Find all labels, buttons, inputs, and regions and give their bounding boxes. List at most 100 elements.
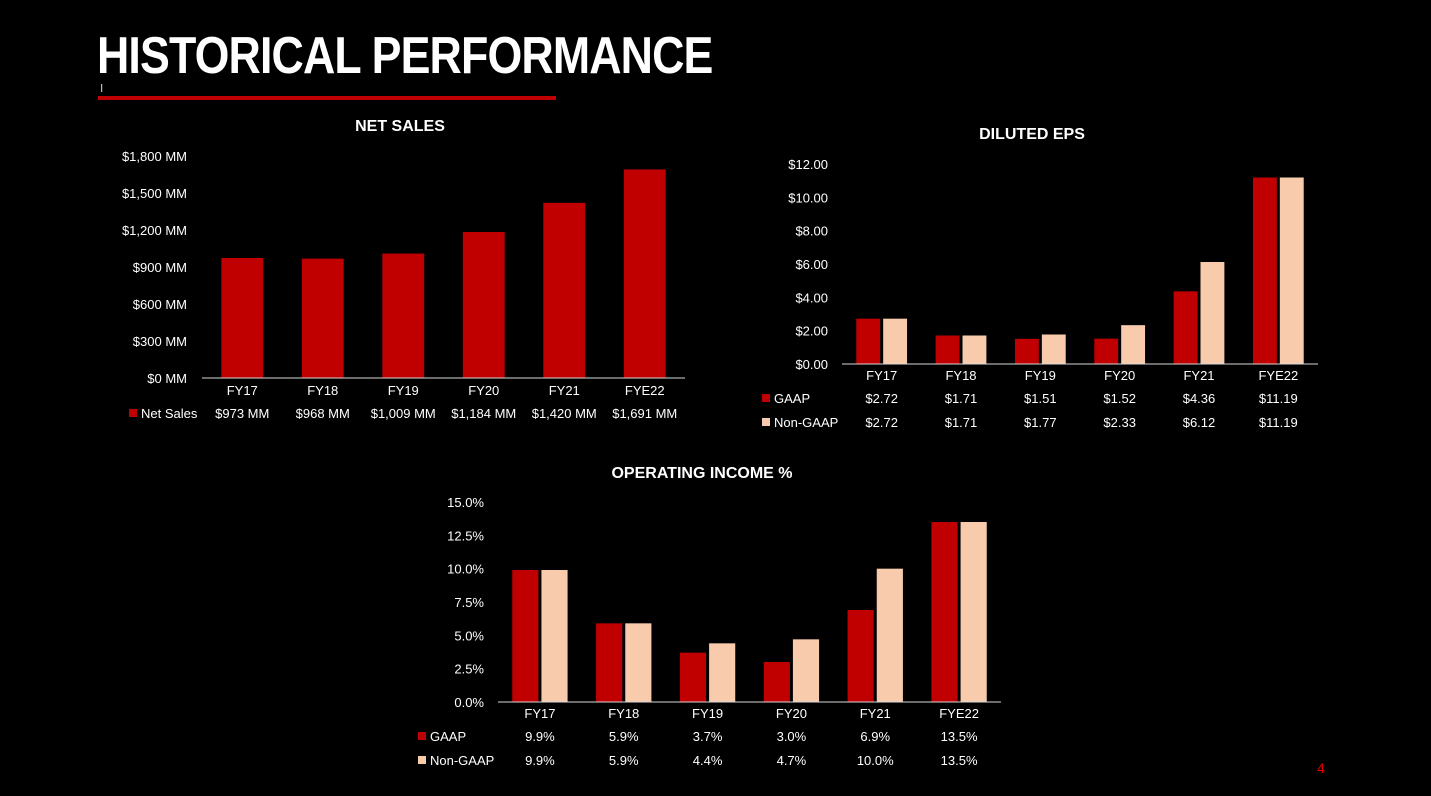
y-tick-label: $300 MM: [133, 334, 187, 349]
x-tick-label: FYE22: [1258, 368, 1298, 383]
y-tick-label: $8.00: [795, 224, 828, 239]
bar-net-sales: [462, 231, 505, 378]
data-label: 3.0%: [777, 729, 807, 744]
legend-swatch: [762, 418, 770, 426]
x-tick-label: FY18: [945, 368, 976, 383]
chart-title: DILUTED EPS: [979, 126, 1085, 143]
bar-gaap: [679, 652, 707, 702]
y-tick-label: $2.00: [795, 324, 828, 339]
y-tick-label: $4.00: [795, 290, 828, 305]
x-tick-label: FY19: [388, 383, 419, 398]
y-tick-label: $1,200 MM: [122, 223, 187, 238]
legend-label: GAAP: [774, 391, 810, 406]
x-tick-label: FY21: [1183, 368, 1214, 383]
x-tick-label: FY19: [692, 706, 723, 721]
data-label: $1.77: [1024, 415, 1057, 430]
y-tick-label: 10.0%: [447, 562, 484, 577]
bar-gaap: [512, 570, 539, 702]
data-label: $1.51: [1024, 391, 1057, 406]
bar-non-gaap: [625, 623, 652, 702]
legend-swatch: [129, 409, 137, 417]
bar-net-sales: [543, 202, 586, 378]
y-tick-label: 0.0%: [454, 695, 484, 710]
data-label: 9.9%: [525, 753, 555, 768]
bar-gaap: [856, 318, 881, 364]
x-tick-label: FY18: [608, 706, 639, 721]
page-number: 4: [1317, 760, 1325, 776]
bar-gaap: [763, 662, 790, 702]
data-label: 6.9%: [860, 729, 890, 744]
y-tick-label: $1,800 MM: [122, 149, 187, 164]
bar-gaap: [847, 610, 874, 702]
data-label: $1,420 MM: [532, 406, 597, 421]
bar-non-gaap: [962, 335, 987, 364]
slide-title: HISTORICAL PERFORMANCE: [97, 27, 713, 85]
bar-non-gaap: [709, 643, 736, 702]
data-label: $11.19: [1259, 415, 1298, 430]
y-tick-label: $1,500 MM: [122, 186, 187, 201]
data-label: $1.71: [945, 391, 978, 406]
bar-non-gaap: [876, 568, 903, 702]
x-tick-label: FY17: [524, 706, 555, 721]
bar-gaap: [1014, 338, 1039, 364]
x-tick-label: FY19: [1025, 368, 1056, 383]
bar-non-gaap: [1121, 325, 1146, 364]
bar-gaap: [596, 623, 623, 702]
x-tick-label: FYE22: [625, 383, 665, 398]
y-tick-label: $900 MM: [133, 260, 187, 275]
legend-swatch: [418, 756, 426, 764]
data-label: 13.5%: [941, 753, 978, 768]
data-label: 13.5%: [941, 729, 978, 744]
bar-gaap: [1173, 291, 1198, 364]
x-tick-label: FY17: [227, 383, 258, 398]
x-tick-label: FY20: [776, 706, 807, 721]
data-label: $6.12: [1183, 415, 1216, 430]
legend-label: GAAP: [430, 729, 466, 744]
y-tick-label: 2.5%: [454, 662, 484, 677]
data-label: $2.72: [865, 415, 898, 430]
legend-swatch: [762, 394, 770, 402]
data-label: $1.52: [1103, 391, 1136, 406]
data-label: 3.7%: [693, 729, 723, 744]
y-tick-label: 15.0%: [447, 495, 484, 510]
legend-label: Net Sales: [141, 406, 198, 421]
data-label: $11.19: [1259, 391, 1298, 406]
x-tick-label: FY21: [549, 383, 580, 398]
chart-title: OPERATING INCOME %: [611, 465, 792, 482]
y-tick-label: $6.00: [795, 257, 828, 272]
data-label: 4.7%: [777, 753, 807, 768]
legend-swatch: [418, 732, 426, 740]
x-tick-label: FY21: [860, 706, 891, 721]
chart-title: NET SALES: [355, 118, 445, 135]
data-label: 9.9%: [525, 729, 555, 744]
y-tick-label: $600 MM: [133, 297, 187, 312]
bar-gaap: [1252, 177, 1277, 364]
y-tick-label: $12.00: [788, 157, 828, 172]
data-label: $1.71: [945, 415, 978, 430]
data-label: $968 MM: [296, 406, 350, 421]
bar-non-gaap: [541, 570, 568, 702]
data-label: $2.72: [865, 391, 898, 406]
bar-net-sales: [382, 253, 425, 378]
y-tick-label: $10.00: [788, 190, 828, 205]
bar-non-gaap: [1041, 334, 1066, 364]
legend-label: Non-GAAP: [430, 753, 494, 768]
data-label: $1,009 MM: [371, 406, 436, 421]
y-tick-label: $0 MM: [147, 371, 187, 386]
x-tick-label: FYE22: [939, 706, 979, 721]
data-label: $1,184 MM: [451, 406, 516, 421]
y-tick-label: $0.00: [795, 357, 828, 372]
y-tick-label: 12.5%: [447, 528, 484, 543]
x-tick-label: FY18: [307, 383, 338, 398]
bar-non-gaap: [792, 639, 820, 702]
data-label: 10.0%: [857, 753, 894, 768]
bar-non-gaap: [1279, 177, 1304, 364]
bar-non-gaap: [960, 522, 987, 702]
bar-non-gaap: [883, 318, 908, 364]
bar-net-sales: [301, 258, 344, 378]
data-label: $2.33: [1103, 415, 1136, 430]
data-label: 5.9%: [609, 753, 639, 768]
